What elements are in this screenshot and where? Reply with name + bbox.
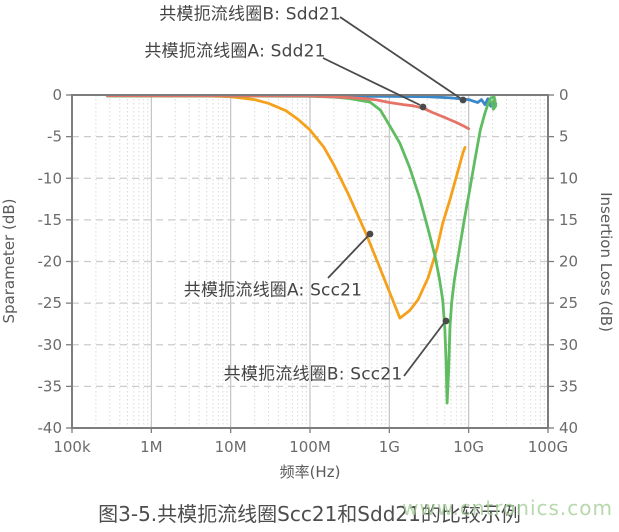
x-tick-label: 100k bbox=[53, 438, 91, 456]
leader-line-3 bbox=[403, 322, 445, 377]
y-tick-label-right: 20 bbox=[559, 253, 578, 271]
grid-lines bbox=[72, 95, 548, 428]
y-tick-label-left: 0 bbox=[52, 86, 62, 104]
label-coilB-sdd21: 共模扼流线圈B: Sdd21 bbox=[159, 4, 341, 25]
leader-line-1 bbox=[322, 57, 421, 106]
leader-dot-1 bbox=[419, 103, 427, 111]
y-tick-label-left: -5 bbox=[47, 128, 62, 146]
x-tick-label: 10M bbox=[215, 438, 247, 456]
leader-dot-0 bbox=[459, 96, 467, 104]
y-tick-label-left: -10 bbox=[38, 169, 63, 187]
label-coilA-sdd21: 共模扼流线圈A: Sdd21 bbox=[144, 41, 326, 62]
y-tick-label-right: 0 bbox=[559, 86, 569, 104]
y-tick-label-left: -25 bbox=[38, 294, 63, 312]
x-tick-label: 100M bbox=[289, 438, 331, 456]
leader-dot-3 bbox=[442, 317, 450, 325]
series-line-2 bbox=[106, 94, 498, 405]
leader-line-2 bbox=[327, 235, 369, 279]
axis-tick-labels: 0 -5 -10 -15 -20 -25 -30 -35 -40 0 5 10 15 20 25 30 35 40… bbox=[38, 86, 579, 456]
leader-dot-2 bbox=[366, 230, 374, 238]
y-tick-label-left: -35 bbox=[38, 377, 63, 395]
y-tick-label-left: -15 bbox=[38, 211, 63, 229]
x-tick-label: 1M bbox=[140, 438, 163, 456]
y-tick-label-right: 10 bbox=[559, 169, 578, 187]
x-tick-label: 1G bbox=[379, 438, 400, 456]
y-tick-label-left: -30 bbox=[38, 336, 63, 354]
series-line-1 bbox=[106, 94, 467, 320]
y-tick-label-right: 40 bbox=[559, 419, 578, 437]
y-tick-label-right: 5 bbox=[559, 128, 569, 146]
plot-frame bbox=[71, 94, 549, 429]
figure-caption: 图3-5.共模扼流线圈Scc21和Sdd21的比较示例 bbox=[98, 502, 521, 526]
label-coilA-scc21: 共模扼流线圈A: Scc21 bbox=[183, 280, 363, 301]
y-tick-label-left: -20 bbox=[38, 253, 63, 271]
x-tick-label: 100G bbox=[528, 438, 568, 456]
y-axis-title-right: Insertion Loss (dB) bbox=[597, 192, 615, 332]
y-tick-label-right: 15 bbox=[559, 211, 578, 229]
leader-line-0 bbox=[339, 16, 461, 99]
annotation-leader-lines bbox=[322, 16, 467, 377]
y-tick-label-right: 35 bbox=[559, 377, 578, 395]
watermark-text: www.cntronics.com bbox=[402, 496, 613, 520]
y-axis-title-left: Sparameter (dB) bbox=[0, 199, 18, 324]
x-tick-label: 10G bbox=[453, 438, 484, 456]
y-tick-label-right: 25 bbox=[559, 294, 578, 312]
x-axis-title: 频率(Hz) bbox=[280, 463, 341, 481]
label-coilB-scc21: 共模扼流线圈B: Scc21 bbox=[223, 364, 403, 385]
y-tick-label-right: 30 bbox=[559, 336, 578, 354]
y-tick-label-left: -40 bbox=[38, 419, 63, 437]
